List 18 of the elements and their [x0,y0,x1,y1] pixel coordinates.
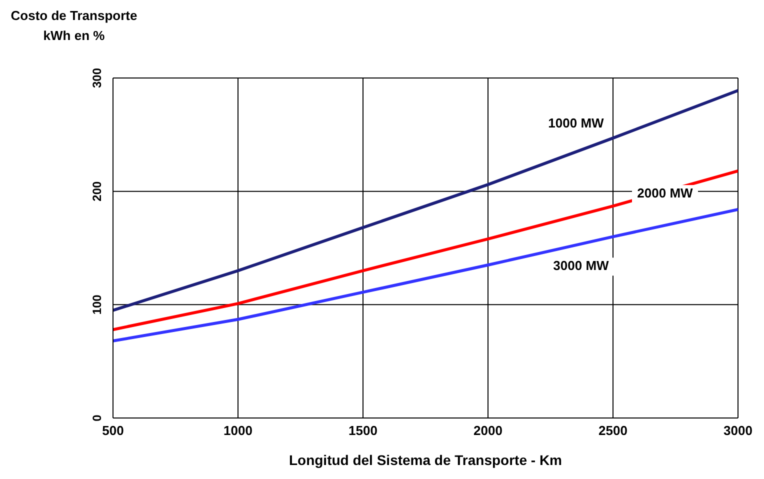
line-series [113,169,738,332]
line-series [113,208,738,342]
line-series [113,88,738,312]
x-tick-label: 2500 [598,423,628,438]
y-tick-label: 100 [90,294,104,315]
y-axis-title: Costo de Transporte kWh en % [10,7,138,45]
x-tick-label: 1000 [224,423,252,438]
x-tick-label: 1500 [348,423,378,438]
series-label: 1000 MW [548,116,605,131]
y-tick-label: 0 [90,414,104,422]
x-tick-label: 500 [102,423,124,438]
y-tick-label: 300 [90,68,104,88]
series-label: 3000 MW [553,258,610,274]
x-axis-title: Longitud del Sistema de Transporte - Km [288,452,562,468]
x-tick-label: 3000 [724,423,752,438]
y-tick-label: 200 [90,181,104,202]
x-tick-label: 2000 [474,423,502,438]
series-label: 2000 MW [637,186,694,201]
